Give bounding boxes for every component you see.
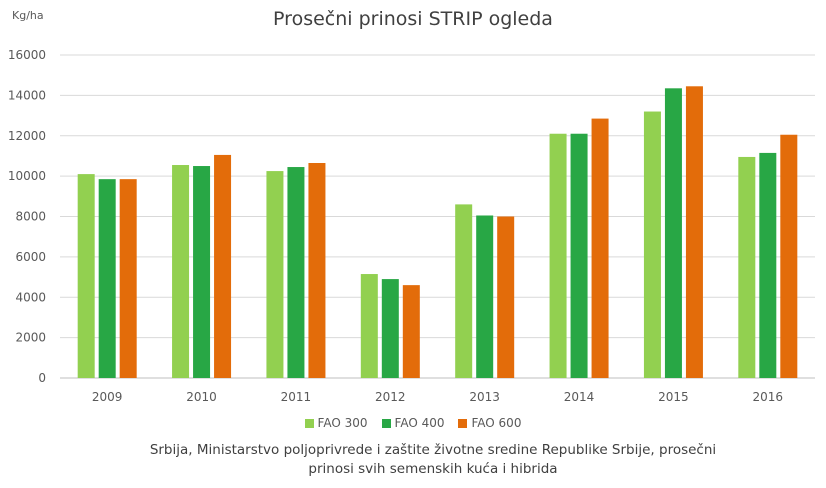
legend-swatch (304, 418, 314, 428)
x-axis-ticks: 2009 2010 2011 2012 2013 2014 2015 2016 (92, 390, 783, 404)
bar-fao-400-2014 (570, 133, 588, 378)
bar-fao-300-2016 (738, 156, 756, 378)
y-tick-label: 12000 (8, 129, 46, 143)
x-tick-label: 2013 (469, 390, 500, 404)
y-axis-ticks: 0 2000 4000 6000 8000 10000 12000 14000 16000 (8, 48, 46, 385)
y-axis-unit-label: Kg/ha (12, 9, 44, 22)
x-tick-label: 2010 (186, 390, 217, 404)
legend-item-fao-600: FAO 600 (458, 416, 521, 430)
bar-fao-600-2015 (685, 86, 703, 379)
y-tick-label: 6000 (15, 250, 46, 264)
bar-fao-300-2009 (77, 174, 95, 378)
bar-fao-300-2010 (172, 165, 190, 378)
source-line-1: Srbija, Ministarstvo poljoprivrede i zaš… (149, 442, 717, 458)
bar-fao-600-2009 (119, 179, 137, 378)
legend-label: FAO 300 (317, 416, 368, 430)
x-tick-label: 2014 (564, 390, 595, 404)
bars (77, 86, 798, 379)
bar-fao-400-2010 (193, 166, 211, 378)
legend-swatch (381, 418, 391, 428)
y-tick-label: 4000 (15, 290, 46, 304)
bar-fao-300-2011 (266, 171, 284, 378)
y-tick-label: 8000 (15, 210, 46, 224)
x-tick-label: 2009 (92, 390, 123, 404)
y-tick-label: 0 (38, 371, 46, 385)
bar-fao-600-2016 (780, 134, 798, 378)
bar-fao-400-2011 (287, 167, 305, 378)
legend-label: FAO 400 (394, 416, 445, 430)
bar-fao-600-2013 (497, 216, 515, 378)
bar-fao-400-2015 (664, 88, 682, 378)
bar-fao-400-2009 (98, 179, 116, 378)
bar-fao-300-2014 (549, 133, 567, 378)
x-tick-label: 2011 (281, 390, 312, 404)
bar-fao-300-2013 (455, 204, 473, 378)
bar-fao-300-2012 (360, 274, 378, 378)
bar-fao-400-2013 (476, 215, 494, 378)
bar-fao-400-2012 (381, 279, 399, 378)
legend-item-fao-400: FAO 400 (381, 416, 445, 430)
y-tick-label: 2000 (15, 331, 46, 345)
bar-fao-600-2011 (308, 163, 326, 378)
legend-label: FAO 600 (471, 416, 522, 430)
legend: FAO 300 FAO 400 FAO 600 (0, 416, 826, 430)
bar-fao-300-2015 (643, 111, 661, 379)
x-tick-label: 2015 (658, 390, 689, 404)
bar-chart: 0 2000 4000 6000 8000 10000 12000 14000 16000 20… (8, 48, 815, 404)
legend-item-fao-300: FAO 300 (304, 416, 368, 430)
y-tick-label: 14000 (8, 88, 46, 102)
legend-swatch (458, 418, 468, 428)
source-note: Srbija, Ministarstvo poljoprivrede i zaš… (0, 441, 826, 479)
source-line-2: prinosi svih semenskih kuća i hibrida (308, 461, 558, 477)
bar-fao-600-2014 (591, 118, 609, 378)
chart-title: Prosečni prinosi STRIP ogleda (273, 8, 553, 30)
bar-fao-600-2010 (214, 154, 232, 378)
y-tick-label: 16000 (8, 48, 46, 62)
y-tick-label: 10000 (8, 169, 46, 183)
bar-fao-600-2012 (402, 285, 420, 378)
x-tick-label: 2012 (375, 390, 406, 404)
x-tick-label: 2016 (753, 390, 784, 404)
bar-fao-400-2016 (759, 152, 777, 378)
